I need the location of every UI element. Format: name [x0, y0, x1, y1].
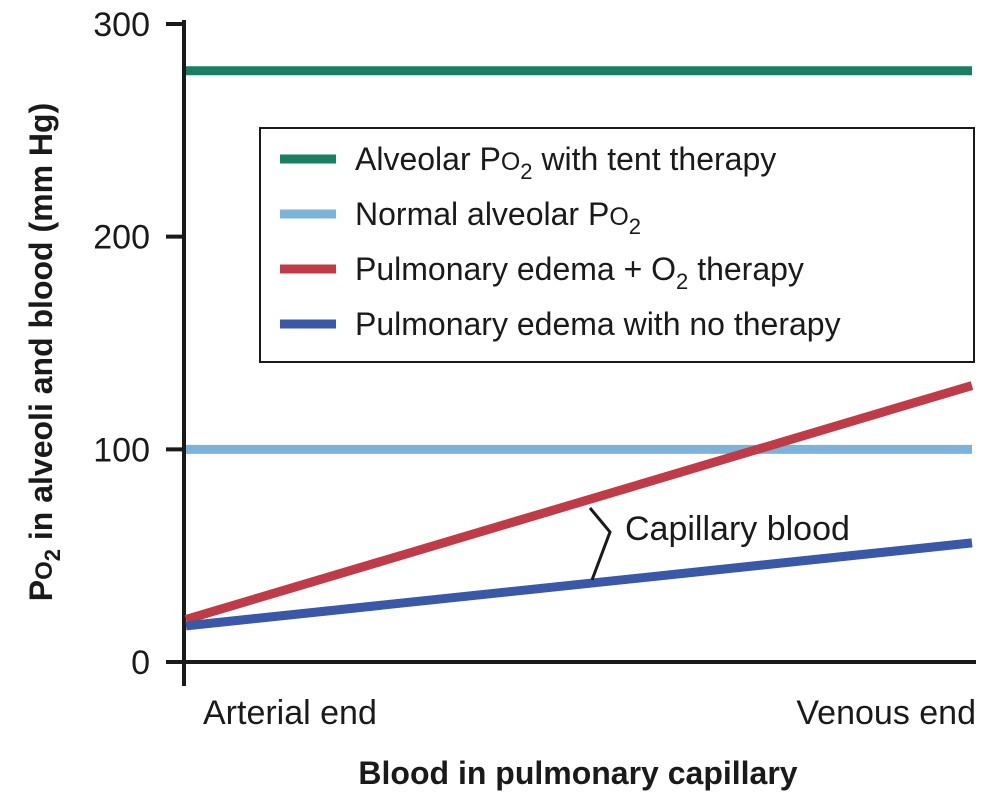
series-line-3: [185, 538, 973, 631]
legend-box: [259, 127, 975, 363]
y-tick-label-0: 0: [131, 644, 150, 682]
x-category-arterial: Arterial end: [203, 694, 377, 732]
y-tick-label-300: 300: [93, 6, 150, 44]
y-axis-title-o: O: [31, 561, 58, 580]
y-axis-title-sub: 2: [40, 549, 65, 561]
y-axis-title-p: P: [23, 580, 59, 601]
x-axis-title: Blood in pulmonary capillary: [358, 755, 797, 791]
capillary-blood-bracket: [588, 507, 612, 581]
series-lines: [184, 66, 974, 631]
y-axis-title: PO2 in alveoli and blood (mm Hg): [23, 103, 65, 602]
x-category-venous: Venous end: [796, 694, 976, 732]
legend-label-0: Alveolar PO2 with tent therapy: [355, 141, 776, 184]
y-axis-title-rest: in alveoli and blood (mm Hg): [23, 103, 59, 549]
y-tick-label-100: 100: [93, 431, 150, 469]
legend: Alveolar PO2 with tent therapy Normal alv…: [280, 141, 841, 342]
series-line-2: [184, 381, 974, 624]
y-tick-label-200: 200: [93, 219, 150, 257]
legend-label-2: Pulmonary edema + O2 therapy: [355, 251, 804, 294]
legend-label-3: Pulmonary edema with no therapy: [355, 306, 841, 342]
y-ticks: 0 100 200 300: [93, 6, 186, 682]
legend-label-1: Normal alveolar PO2: [355, 196, 641, 239]
capillary-blood-annotation: Capillary blood: [625, 510, 850, 548]
